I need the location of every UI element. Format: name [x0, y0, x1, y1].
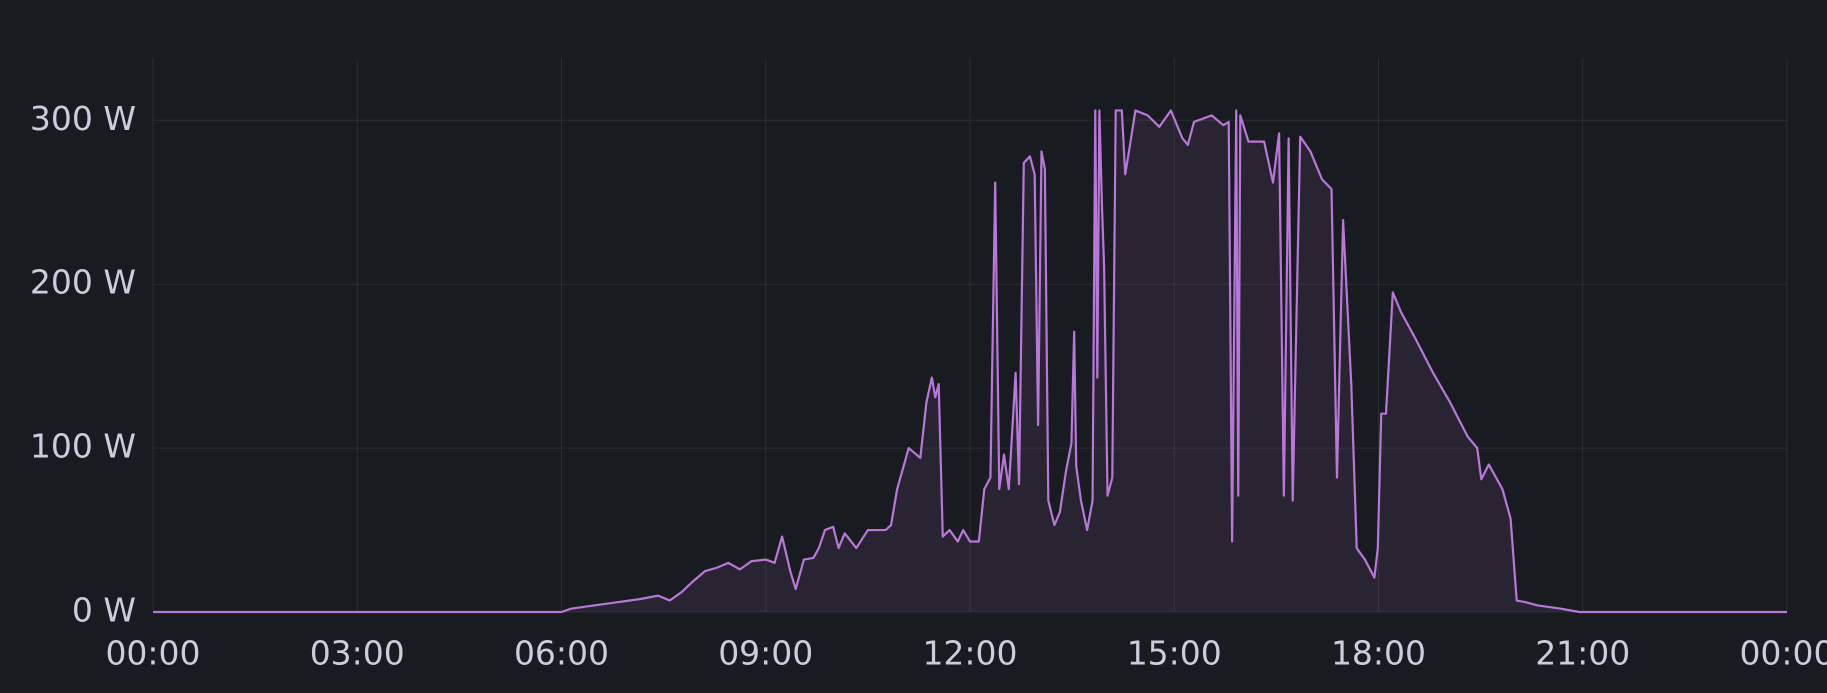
x-tick-label: 09:00 [718, 634, 813, 673]
x-tick-label: 21:00 [1535, 634, 1630, 673]
y-tick-label: 100 W [30, 427, 136, 466]
x-tick-label: 12:00 [922, 634, 1017, 673]
y-tick-label: 200 W [30, 263, 136, 302]
x-tick-label: 18:00 [1331, 634, 1426, 673]
x-tick-label: 15:00 [1127, 634, 1222, 673]
x-tick-label: 00:00 [1739, 634, 1827, 673]
x-tick-label: 06:00 [514, 634, 609, 673]
x-tick-label: 00:00 [105, 634, 200, 673]
series-line [153, 109, 1787, 614]
y-tick-label: 0 W [72, 591, 136, 630]
x-tick-label: 03:00 [310, 634, 405, 673]
y-tick-label: 300 W [30, 99, 136, 138]
